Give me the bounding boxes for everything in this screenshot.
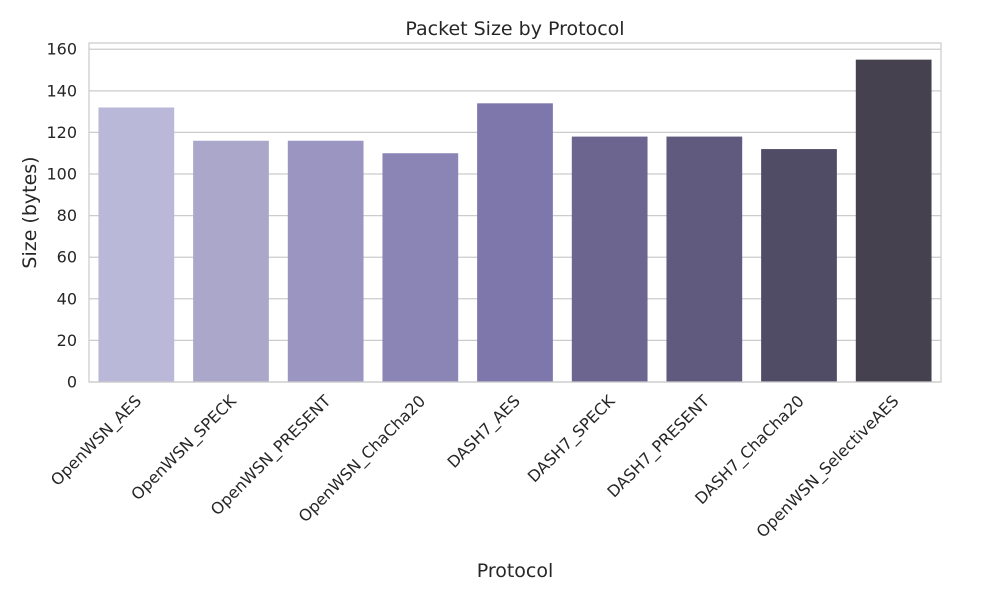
x-tick-labels: OpenWSN_AESOpenWSN_SPECKOpenWSN_PRESENTO… <box>47 391 903 542</box>
bar-DASH7_PRESENT <box>666 136 743 382</box>
bar-DASH7_AES <box>477 103 553 383</box>
bar-DASH7_SPECK <box>571 136 648 382</box>
chart-title: Packet Size by Protocol <box>405 18 624 40</box>
y-axis-label: Size (bytes) <box>19 156 41 268</box>
y-tick-label: 60 <box>57 248 77 267</box>
bar-OpenWSN_SelectiveAES <box>855 59 932 383</box>
bars <box>98 59 932 383</box>
x-axis-label: Protocol <box>477 560 554 582</box>
y-tick-label: 160 <box>46 40 77 59</box>
y-tick-label: 140 <box>46 81 77 100</box>
y-tick-label: 20 <box>57 331 77 350</box>
bar-OpenWSN_AES <box>98 107 175 383</box>
bar-OpenWSN_PRESENT <box>287 140 364 382</box>
y-tick-label: 80 <box>57 206 77 225</box>
x-tick-label: DASH7_SPECK <box>524 391 620 487</box>
y-tick-label: 0 <box>67 373 77 392</box>
y-tick-label: 120 <box>46 123 77 142</box>
bar-OpenWSN_ChaCha20 <box>382 153 459 382</box>
x-tick-label: OpenWSN_AES <box>47 391 146 490</box>
x-tick-label: DASH7_AES <box>444 391 525 472</box>
bar-OpenWSN_SPECK <box>193 140 269 382</box>
x-tick-label: DASH7_PRESENT <box>603 391 714 502</box>
bar-DASH7_ChaCha20 <box>761 149 837 382</box>
y-tick-label: 40 <box>57 289 77 308</box>
y-tick-label: 100 <box>46 165 77 184</box>
plot-frame <box>88 42 942 383</box>
y-tick-labels: 0 20 40 60 80 100 120 140 160 <box>46 40 77 392</box>
